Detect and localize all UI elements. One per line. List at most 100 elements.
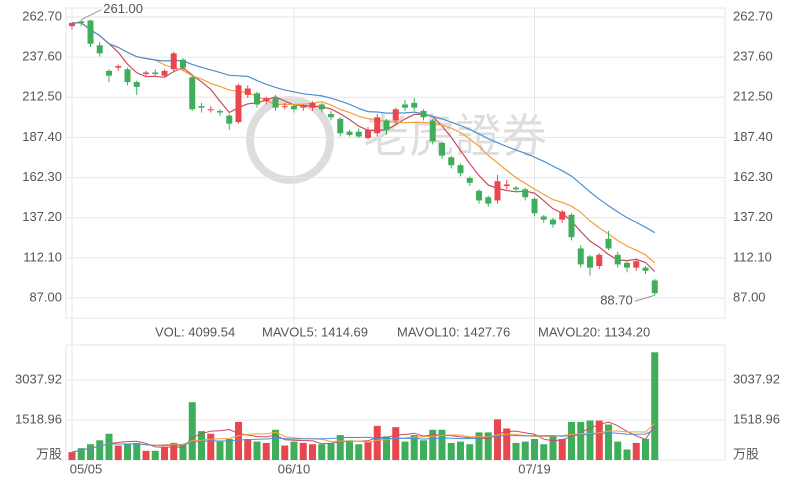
volume-bar [253, 441, 261, 460]
legend-entry: MAVOL20: 1134.20 [538, 324, 650, 339]
volume-bar [540, 444, 548, 460]
volume-bar [364, 441, 372, 460]
volume-bar [568, 421, 575, 460]
volume-bar [651, 352, 659, 460]
candle-body [392, 109, 399, 121]
volume-bar [466, 444, 474, 460]
volume-bar [447, 442, 455, 460]
volume-bar [124, 444, 131, 460]
y-tick-label-right: 187.40 [733, 129, 773, 144]
volume-bar [327, 442, 335, 460]
candle-body [291, 106, 297, 110]
candle-body [522, 189, 529, 198]
volume-bar [244, 438, 252, 460]
legend-entry: MAVOL10: 1427.76 [397, 324, 510, 339]
candle-body [642, 267, 649, 271]
volume-bar [161, 446, 168, 460]
annotation-leader [634, 294, 655, 302]
y-tick-label-right: 162.30 [733, 169, 773, 184]
volume-bar [133, 442, 141, 460]
y-tick-label-right: 262.70 [733, 8, 773, 23]
candle-body [106, 70, 112, 76]
volume-bar [410, 435, 418, 460]
y-tick-label-right: 237.60 [733, 49, 773, 64]
candle-body [281, 106, 288, 108]
x-tick-label: 06/10 [278, 461, 311, 476]
watermark-logo: 老虎證券 [246, 96, 547, 184]
volume-bar [68, 452, 76, 460]
candle-body [69, 22, 75, 27]
candle-body [540, 216, 547, 220]
y-tick-label-right: 137.20 [733, 209, 773, 224]
candle-body [365, 130, 371, 139]
y-tick-label: 3037.92 [15, 372, 62, 387]
candle-body [309, 102, 316, 108]
candle-body [587, 256, 593, 268]
candle-body [605, 238, 612, 249]
volume-bar [457, 441, 464, 460]
candle-body [217, 110, 223, 113]
y-tick-label: 1518.96 [15, 412, 62, 427]
volume-bar [355, 444, 363, 460]
volume-bar [318, 444, 326, 460]
candle-body [503, 184, 510, 187]
x-tick-label: 05/05 [70, 461, 103, 476]
volume-bar [77, 448, 85, 460]
candle-body [263, 98, 270, 102]
volume-bar [346, 440, 353, 460]
volume-bar [642, 438, 649, 460]
volume-bar [531, 438, 538, 460]
candle-body [568, 214, 575, 238]
y-tick-label-right: 万股 [733, 446, 759, 461]
annotation-leader [81, 9, 102, 21]
candle-body [318, 104, 325, 110]
candle-body [180, 59, 186, 68]
candle-body [531, 198, 538, 214]
candle-body [624, 262, 630, 268]
volume-bar [494, 419, 501, 460]
candle-body [374, 117, 381, 134]
y-tick-label: 262.70 [22, 8, 62, 23]
volume-bar [521, 441, 529, 460]
y-tick-label: 万股 [36, 446, 62, 461]
candle-body [133, 82, 140, 87]
volume-bar [577, 421, 585, 460]
candle-body [78, 21, 85, 23]
candle-body [633, 261, 640, 268]
annotation: 88.70 [600, 293, 633, 308]
volume-bar [262, 442, 270, 460]
candle-body [272, 98, 279, 108]
y-tick-label: 187.40 [22, 129, 62, 144]
volume-bar [105, 433, 113, 460]
candle-body [346, 131, 353, 135]
candle-body [300, 106, 307, 108]
volume-bar [632, 442, 640, 460]
volume-bar [484, 432, 492, 460]
y-tick-label: 137.20 [22, 209, 62, 224]
candle-body [152, 72, 159, 75]
volume-bar [198, 431, 205, 460]
volume-bar [151, 450, 159, 460]
volume-moving-average [71, 429, 656, 453]
y-tick-label: 162.30 [22, 169, 62, 184]
candle-body [596, 254, 603, 267]
candle-body [115, 66, 122, 68]
candle-body [513, 187, 519, 190]
moving-average [72, 22, 656, 264]
volume-bar [290, 441, 298, 460]
volume-bar [114, 445, 122, 460]
candle-body [559, 211, 566, 220]
candle-body [189, 77, 196, 110]
volume-bar [586, 420, 594, 460]
volume-bar [179, 445, 187, 460]
volume-bar [512, 442, 520, 460]
volume-bar [216, 441, 224, 460]
candle-body [170, 53, 177, 70]
candle-body [494, 181, 501, 201]
candle-body [448, 157, 455, 166]
volume-bar [207, 433, 215, 460]
y-tick-label-right: 3037.92 [733, 372, 780, 387]
volume-bar [549, 436, 557, 460]
volume-bar [605, 424, 612, 460]
volume-bar [614, 441, 622, 460]
